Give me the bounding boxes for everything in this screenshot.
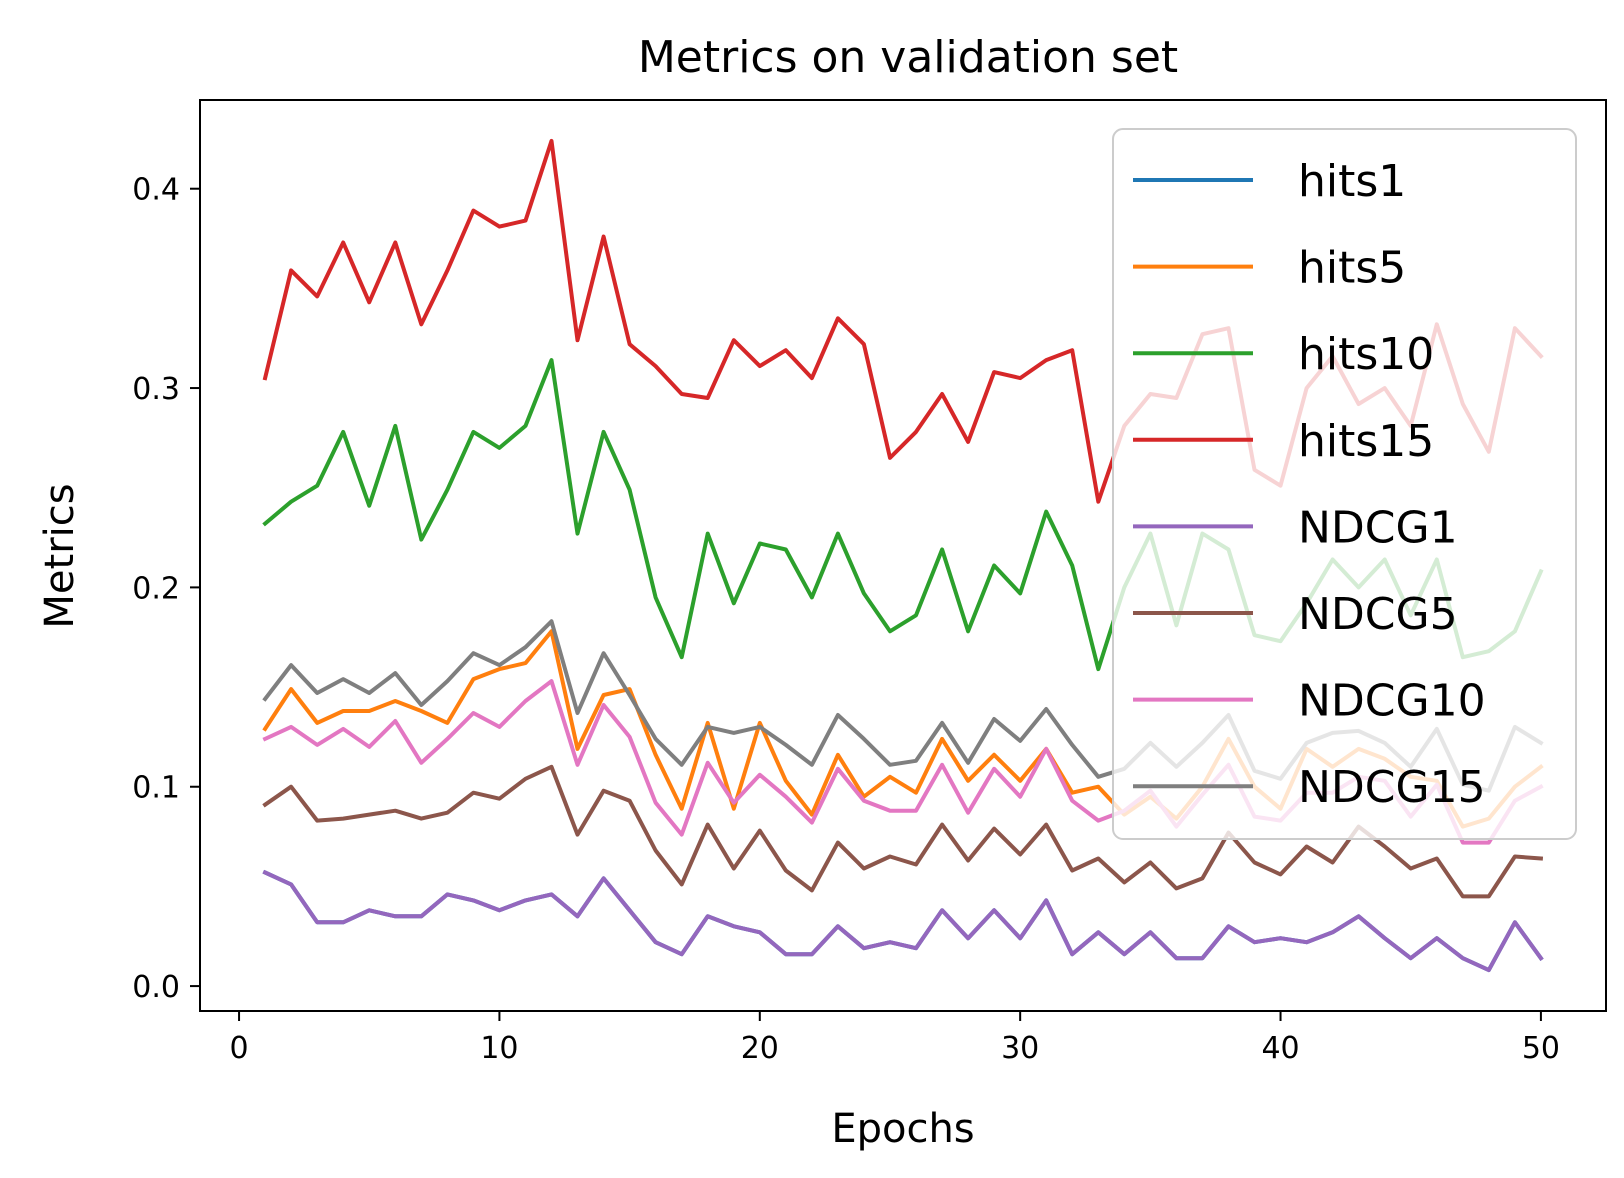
y-axis-label: Metrics	[37, 483, 83, 628]
y-axis-ticks: 0.0 0.1 0.2 0.3 0.4	[132, 173, 200, 1005]
x-tick-label: 20	[741, 1031, 779, 1066]
legend: hits1 hits5 hits10 hits15 NDCG1 NDCG5 NDCG10 ND…	[1112, 128, 1577, 840]
legend-frame	[1112, 128, 1577, 840]
x-axis-label: Epochs	[831, 1106, 974, 1152]
legend-label-hits10: hits10	[1298, 329, 1434, 380]
plot-frame	[199, 99, 1607, 1012]
x-tick-label: 50	[1522, 1031, 1560, 1066]
legend-label-hits5: hits5	[1298, 243, 1406, 294]
x-tick-label: 30	[1001, 1031, 1039, 1066]
x-axis-ticks: 0 10 20 30 40 50	[230, 1011, 1560, 1066]
y-tick-label: 0.4	[132, 173, 180, 208]
y-tick-label: 0.3	[132, 372, 180, 407]
x-tick-label: 40	[1261, 1031, 1299, 1066]
series-line-ndcg1	[262, 869, 1544, 973]
legend-label-hits15: hits15	[1298, 416, 1434, 467]
legend-label-ndcg1: NDCG1	[1298, 502, 1458, 553]
legend-label-ndcg5: NDCG5	[1298, 589, 1458, 640]
y-tick-label: 0.0	[132, 970, 180, 1005]
series-line-ndcg5	[262, 764, 1544, 899]
legend-label-ndcg10: NDCG10	[1298, 676, 1486, 727]
chart-title: Metrics on validation set	[638, 32, 1178, 83]
x-tick-label: 0	[230, 1031, 249, 1066]
legend-items: hits1 hits5 hits10 hits15 NDCG1 NDCG5 NDCG10 ND…	[1133, 156, 1486, 813]
y-tick-label: 0.1	[132, 771, 180, 806]
legend-label-ndcg15: NDCG15	[1298, 762, 1486, 813]
x-tick-label: 10	[480, 1031, 518, 1066]
y-tick-label: 0.2	[132, 571, 180, 606]
legend-label-hits1: hits1	[1298, 156, 1406, 207]
